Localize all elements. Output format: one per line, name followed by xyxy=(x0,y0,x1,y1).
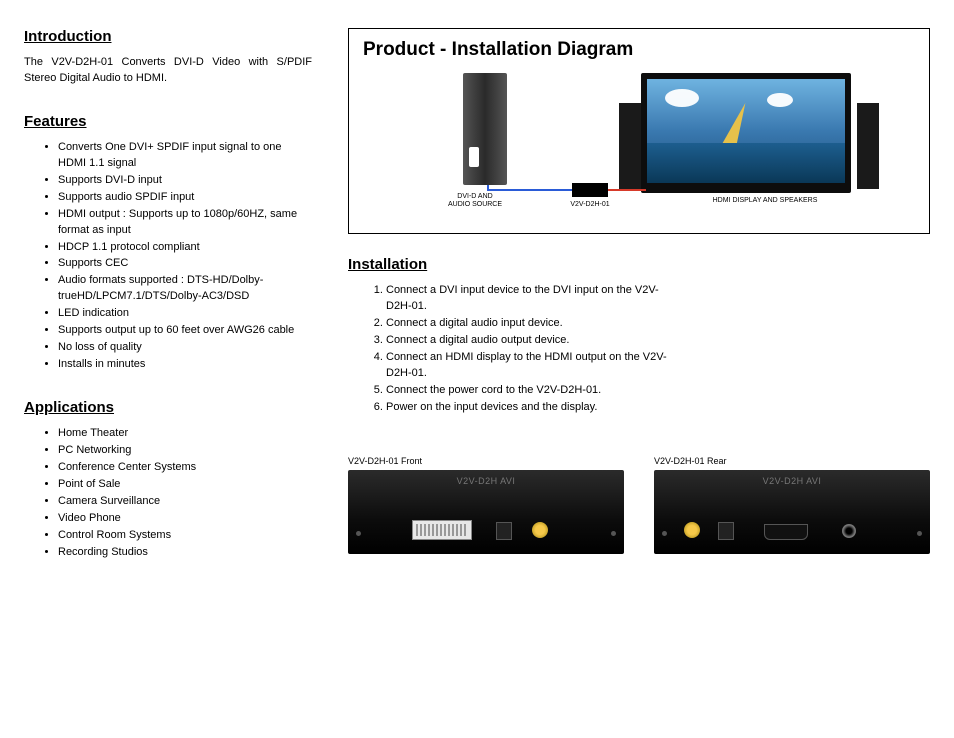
rca-port-icon xyxy=(532,522,548,538)
speaker-right-icon xyxy=(857,103,879,189)
list-item: Installs in minutes xyxy=(58,357,312,373)
list-item: Audio formats supported : DTS-HD/Dolby-t… xyxy=(58,273,312,305)
list-item: Power on the input devices and the displ… xyxy=(386,400,668,416)
rear-caption: V2V-D2H-01 Rear xyxy=(654,456,930,466)
screw-icon xyxy=(611,531,616,536)
converter-box-icon xyxy=(572,183,608,197)
list-item: Recording Studios xyxy=(58,545,312,561)
optical-port-icon xyxy=(718,522,734,540)
diagram-stage: DVI-D ANDAUDIO SOURCE V2V-D2H-01 HDMI DI… xyxy=(363,69,915,219)
cloud-icon xyxy=(767,93,793,107)
monitor-icon xyxy=(641,73,851,193)
windsurf-sail-icon xyxy=(723,100,746,146)
product-photo-row: V2V-D2H-01 Front V2V-D2H AVI V2V-D2H-01 … xyxy=(348,456,930,554)
product-rear: V2V-D2H-01 Rear V2V-D2H AVI xyxy=(654,456,930,554)
list-item: Home Theater xyxy=(58,426,312,442)
product-rear-image: V2V-D2H AVI xyxy=(654,470,930,554)
cable-hdmi-icon xyxy=(608,189,646,191)
list-item: LED indication xyxy=(58,306,312,322)
list-item: HDMI output : Supports up to 1080p/60HZ,… xyxy=(58,207,312,239)
cloud-icon xyxy=(665,89,699,107)
optical-port-icon xyxy=(496,522,512,540)
device-silk-label: V2V-D2H AVI xyxy=(348,476,624,486)
rca-port-icon xyxy=(684,522,700,538)
diagram-label-source: DVI-D ANDAUDIO SOURCE xyxy=(445,193,505,208)
list-item: Control Room Systems xyxy=(58,528,312,544)
monitor-screen xyxy=(647,79,845,183)
list-item: Connect a DVI input device to the DVI in… xyxy=(386,283,668,315)
diagram-label-display: HDMI DISPLAY AND SPEAKERS xyxy=(693,197,837,205)
speaker-left-icon xyxy=(619,103,641,189)
features-heading: Features xyxy=(24,113,312,130)
list-item: Connect a digital audio input device. xyxy=(386,316,668,332)
list-item: Camera Surveillance xyxy=(58,494,312,510)
installation-steps: Connect a DVI input device to the DVI in… xyxy=(348,283,668,416)
diagram-label-converter: V2V-D2H-01 xyxy=(563,201,617,209)
list-item: Supports audio SPDIF input xyxy=(58,190,312,206)
list-item: Connect a digital audio output device. xyxy=(386,333,668,349)
product-front: V2V-D2H-01 Front V2V-D2H AVI xyxy=(348,456,624,554)
front-caption: V2V-D2H-01 Front xyxy=(348,456,624,466)
left-column: Introduction The V2V-D2H-01 Converts DVI… xyxy=(24,28,312,714)
list-item: Video Phone xyxy=(58,511,312,527)
list-item: PC Networking xyxy=(58,443,312,459)
device-silk-label: V2V-D2H AVI xyxy=(654,476,930,486)
screw-icon xyxy=(356,531,361,536)
screw-icon xyxy=(662,531,667,536)
list-item: Converts One DVI+ SPDIF input signal to … xyxy=(58,140,312,172)
introduction-heading: Introduction xyxy=(24,28,312,45)
list-item: Supports output up to 60 feet over AWG26… xyxy=(58,323,312,339)
product-front-image: V2V-D2H AVI xyxy=(348,470,624,554)
sea-icon xyxy=(647,143,845,183)
list-item: No loss of quality xyxy=(58,340,312,356)
pc-tower-icon xyxy=(463,73,507,185)
dc-power-port-icon xyxy=(842,524,856,538)
dvi-port-icon xyxy=(412,520,472,540)
list-item: Conference Center Systems xyxy=(58,460,312,476)
hdmi-port-icon xyxy=(764,524,808,540)
features-list: Converts One DVI+ SPDIF input signal to … xyxy=(24,140,312,373)
list-item: Connect the power cord to the V2V-D2H-01… xyxy=(386,383,668,399)
installation-heading: Installation xyxy=(348,256,930,273)
introduction-text: The V2V-D2H-01 Converts DVI-D Video with… xyxy=(24,55,312,87)
right-column: Product - Installation Diagram DVI-D AND… xyxy=(348,28,930,714)
list-item: Connect an HDMI display to the HDMI outp… xyxy=(386,350,668,382)
list-item: Supports DVI-D input xyxy=(58,173,312,189)
list-item: HDCP 1.1 protocol compliant xyxy=(58,240,312,256)
screw-icon xyxy=(917,531,922,536)
applications-heading: Applications xyxy=(24,399,312,416)
list-item: Point of Sale xyxy=(58,477,312,493)
installation-diagram-box: Product - Installation Diagram DVI-D AND… xyxy=(348,28,930,234)
diagram-title: Product - Installation Diagram xyxy=(363,39,915,61)
applications-list: Home Theater PC Networking Conference Ce… xyxy=(24,426,312,561)
list-item: Supports CEC xyxy=(58,256,312,272)
cable-dvi-icon xyxy=(487,189,572,191)
